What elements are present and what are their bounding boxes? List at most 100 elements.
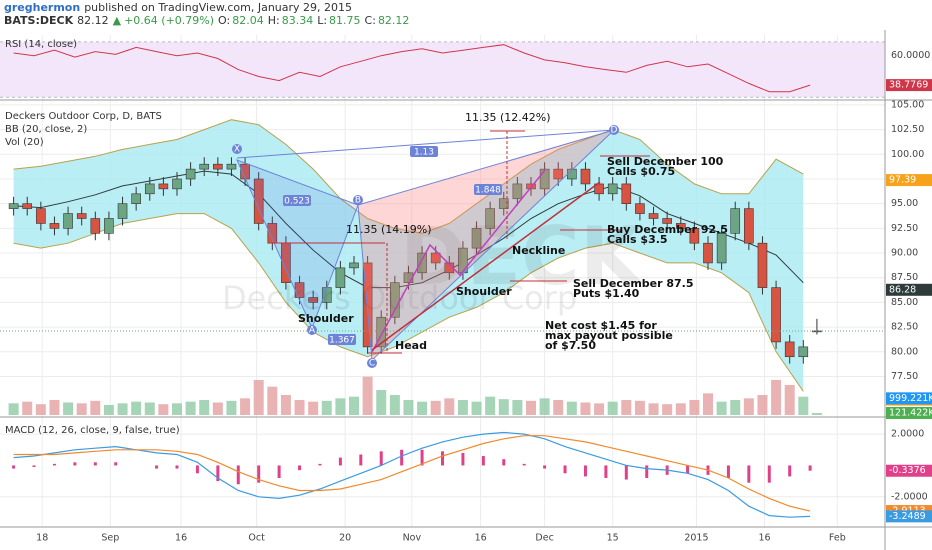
volume-bar [553, 400, 564, 415]
candle-body [63, 213, 73, 229]
x-tick-label: Nov [403, 533, 422, 544]
histogram-bar [12, 465, 16, 469]
histogram-bar [32, 465, 36, 468]
volume-bar [430, 400, 441, 415]
histogram-bar [481, 456, 485, 466]
price-tag [886, 174, 932, 187]
candle-body [635, 203, 645, 214]
ratio-label: 1.848 [475, 186, 501, 196]
price-tag-label: 97.39 [889, 175, 916, 186]
candle-body [308, 297, 318, 303]
arrow: ▲ [113, 14, 122, 27]
volume-bar [471, 401, 482, 415]
x-tick-label: 16 [758, 533, 770, 544]
volume-bar [22, 401, 33, 415]
volume-bar [131, 401, 142, 415]
price-tag [886, 406, 932, 419]
volume-bar [526, 400, 536, 415]
y-tick-label: 77.50 [891, 371, 918, 382]
y-tick-label: 87.50 [891, 272, 918, 283]
pattern-bcd [357, 129, 615, 362]
histogram-bar [277, 465, 281, 478]
price-tag-label: -0.3376 [889, 465, 926, 476]
volume-bar [389, 395, 400, 415]
marks [8, 44, 822, 518]
ratio-badge [283, 195, 311, 206]
point-label: C [369, 359, 375, 369]
published: published on TradingView.com, January 29… [84, 1, 352, 14]
quote-line: BATS:DECK 82.12 ▲ +0.64 (+0.79%) O: 82.04 H: 83… [4, 14, 409, 27]
candle-body [689, 228, 700, 244]
histogram-bar [93, 462, 97, 466]
candle-body [675, 223, 686, 229]
author: greghermon [4, 1, 80, 14]
volume-bar [621, 400, 632, 415]
candle-body [471, 228, 482, 249]
pattern-xab [236, 159, 359, 330]
volume-bar [607, 401, 618, 415]
candle-body [376, 316, 387, 348]
histogram-bar [788, 465, 792, 477]
price-tag [886, 392, 932, 405]
candle-body [22, 203, 33, 209]
volume-bar [689, 400, 700, 415]
annotation: Head [395, 339, 427, 352]
histogram-bar [747, 465, 751, 483]
x-tick-label: 2015 [684, 533, 708, 544]
candle-body [730, 208, 741, 234]
point-badge [307, 325, 317, 335]
panel-title: Deckers Outdoor Corp, D, BATS [5, 111, 162, 122]
annotation: max payout possible [545, 329, 673, 342]
panel-title: RSI (14, close) [5, 39, 77, 50]
candle-body [648, 213, 659, 219]
histogram-bar [257, 465, 261, 483]
price-tag [886, 464, 932, 477]
annotation: 11.35 (12.42%) [465, 111, 551, 124]
point-label: B [355, 196, 361, 206]
candle-body [199, 163, 210, 170]
volume-bar [76, 403, 87, 415]
volume-bar [634, 400, 645, 415]
ratio-badge [410, 146, 438, 157]
candle-body [757, 242, 768, 288]
ratio-label: 1.13 [414, 148, 434, 158]
point-badge [367, 358, 377, 368]
change: +0.64 (+0.79%) [124, 14, 214, 27]
point-badge [232, 144, 242, 154]
ratio-label: 1.367 [329, 336, 355, 346]
volume-bar [580, 402, 591, 415]
candle-body [349, 262, 359, 269]
volume-bar [512, 400, 523, 415]
volume-bar [35, 404, 46, 415]
path-arrow [371, 169, 546, 353]
point-label: X [234, 145, 240, 155]
candle-body [158, 183, 169, 190]
volume-bar [253, 380, 264, 415]
annotation: Puts $1.40 [573, 287, 640, 300]
volume-bar [212, 402, 223, 415]
volume-bar [362, 376, 373, 415]
histogram-bar [400, 449, 404, 466]
volume-bar [63, 402, 74, 415]
candle-body [784, 341, 795, 358]
price-tag-label: 38.7769 [889, 80, 928, 91]
histogram-bar [73, 462, 77, 466]
y-tick-label: 90.00 [891, 248, 918, 259]
y-tick-label: 60.0000 [891, 50, 930, 61]
price-tag-label: 999.221K [889, 393, 932, 404]
y-tick-label: 85.00 [891, 297, 918, 308]
indicator-label: Vol (20) [5, 137, 44, 148]
candle-body [580, 168, 591, 185]
symbol: BATS:DECK [4, 14, 74, 27]
legends: greghermon published on TradingView.com, … [4, 1, 409, 436]
annotation: Calls $3.5 [607, 233, 668, 246]
volume-bar [743, 398, 754, 415]
volume-bar [417, 401, 428, 415]
histogram-bar [543, 465, 547, 469]
annotation: Buy December 92.5 [607, 223, 728, 236]
candle-body [485, 208, 495, 229]
histogram-bar [808, 465, 812, 471]
price-tag [886, 79, 932, 92]
histogram-bar [563, 465, 567, 474]
volume-bar [226, 400, 237, 415]
